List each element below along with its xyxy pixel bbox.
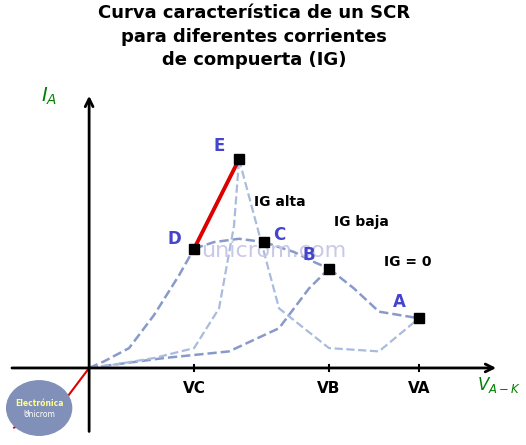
Text: E: E [214, 137, 225, 155]
Text: IG alta: IG alta [254, 195, 306, 209]
Text: IG = 0: IG = 0 [384, 255, 431, 269]
Text: VA: VA [408, 381, 430, 396]
Title: Curva característica de un SCR
para diferentes corrientes
de compuerta (IG): Curva característica de un SCR para dife… [98, 4, 410, 69]
Text: VC: VC [183, 381, 206, 396]
Text: C: C [273, 227, 285, 244]
Text: ⚡: ⚡ [24, 408, 29, 417]
Text: Unicrom: Unicrom [23, 410, 55, 419]
Text: D: D [167, 230, 181, 248]
Text: IG baja: IG baja [334, 215, 389, 229]
Text: $V_{A-K}$: $V_{A-K}$ [477, 375, 521, 395]
Ellipse shape [7, 381, 72, 435]
Text: Electrónica: Electrónica [15, 399, 64, 408]
Text: A: A [392, 293, 406, 311]
Text: VB: VB [317, 381, 341, 396]
Text: $I_A$: $I_A$ [41, 86, 57, 107]
Text: unicrom.com: unicrom.com [201, 241, 347, 261]
Text: B: B [302, 247, 315, 264]
